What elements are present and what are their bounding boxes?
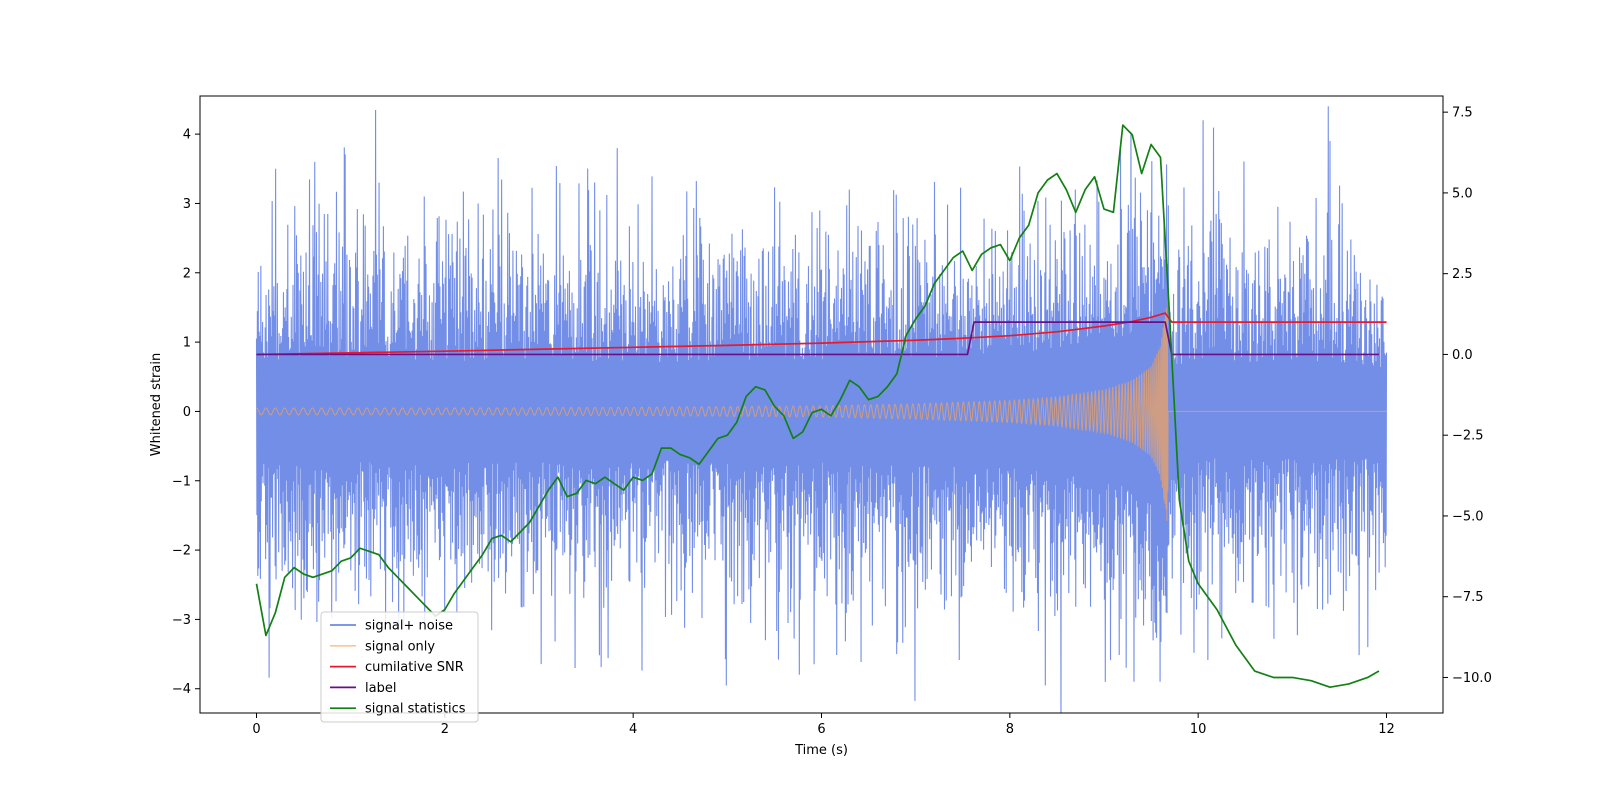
series-signal-only [256,308,1387,522]
snr-line [256,312,1387,356]
x-tick-label: 4 [629,722,637,737]
left-y-axis-label: Whitened strain [149,353,164,456]
series-signal-noise [255,106,1388,713]
legend: signal+ noise signal only cumilative SNR la… [320,611,479,723]
legend-label: label [365,681,396,696]
right-y-tick-label: 5.0 [1452,186,1473,201]
left-y-tick-label: −2 [172,544,191,559]
stats-line [255,124,1380,689]
x-axis-label: Time (s) [794,743,848,758]
right-y-axis-ticks: −10.0 −7.5 −5.0 −2.5 0.0 2.5 5.0 7.5 [1443,106,1492,686]
left-y-tick-label: 2 [183,266,191,281]
left-y-tick-label: −4 [172,682,191,697]
series-signal-statistics [255,124,1380,689]
left-y-tick-label: 4 [183,128,191,143]
left-y-tick-label: −1 [172,474,191,489]
right-y-tick-label: 7.5 [1452,106,1473,121]
left-y-tick-label: 1 [183,336,191,351]
noise-trace [255,106,1388,713]
right-y-tick-label: 2.5 [1452,267,1473,282]
legend-label: signal statistics [365,702,466,717]
legend-label: cumilative SNR [365,660,464,675]
legend-label: signal only [365,639,435,654]
legend-label: signal+ noise [365,619,453,634]
left-y-axis-ticks: −4 −3 −2 −1 0 1 2 3 4 [172,128,200,697]
left-y-tick-label: −3 [172,613,191,628]
right-y-tick-label: −5.0 [1452,509,1484,524]
x-tick-label: 8 [1006,722,1014,737]
legend-box [320,611,479,723]
x-tick-label: 6 [817,722,825,737]
right-y-tick-label: −2.5 [1452,429,1484,444]
x-tick-label: 0 [252,722,260,737]
x-tick-label: 12 [1378,722,1395,737]
label-line [256,321,1379,356]
x-tick-label: 2 [441,722,449,737]
signal-trace [256,308,1387,522]
right-y-tick-label: −7.5 [1452,590,1484,605]
right-y-tick-label: 0.0 [1452,348,1473,363]
series-cumulative-snr [256,312,1387,356]
left-y-tick-label: 0 [183,405,191,420]
right-y-tick-label: −10.0 [1452,671,1492,686]
left-y-tick-label: 3 [183,197,191,212]
x-tick-label: 10 [1190,722,1207,737]
series-label [256,321,1379,356]
